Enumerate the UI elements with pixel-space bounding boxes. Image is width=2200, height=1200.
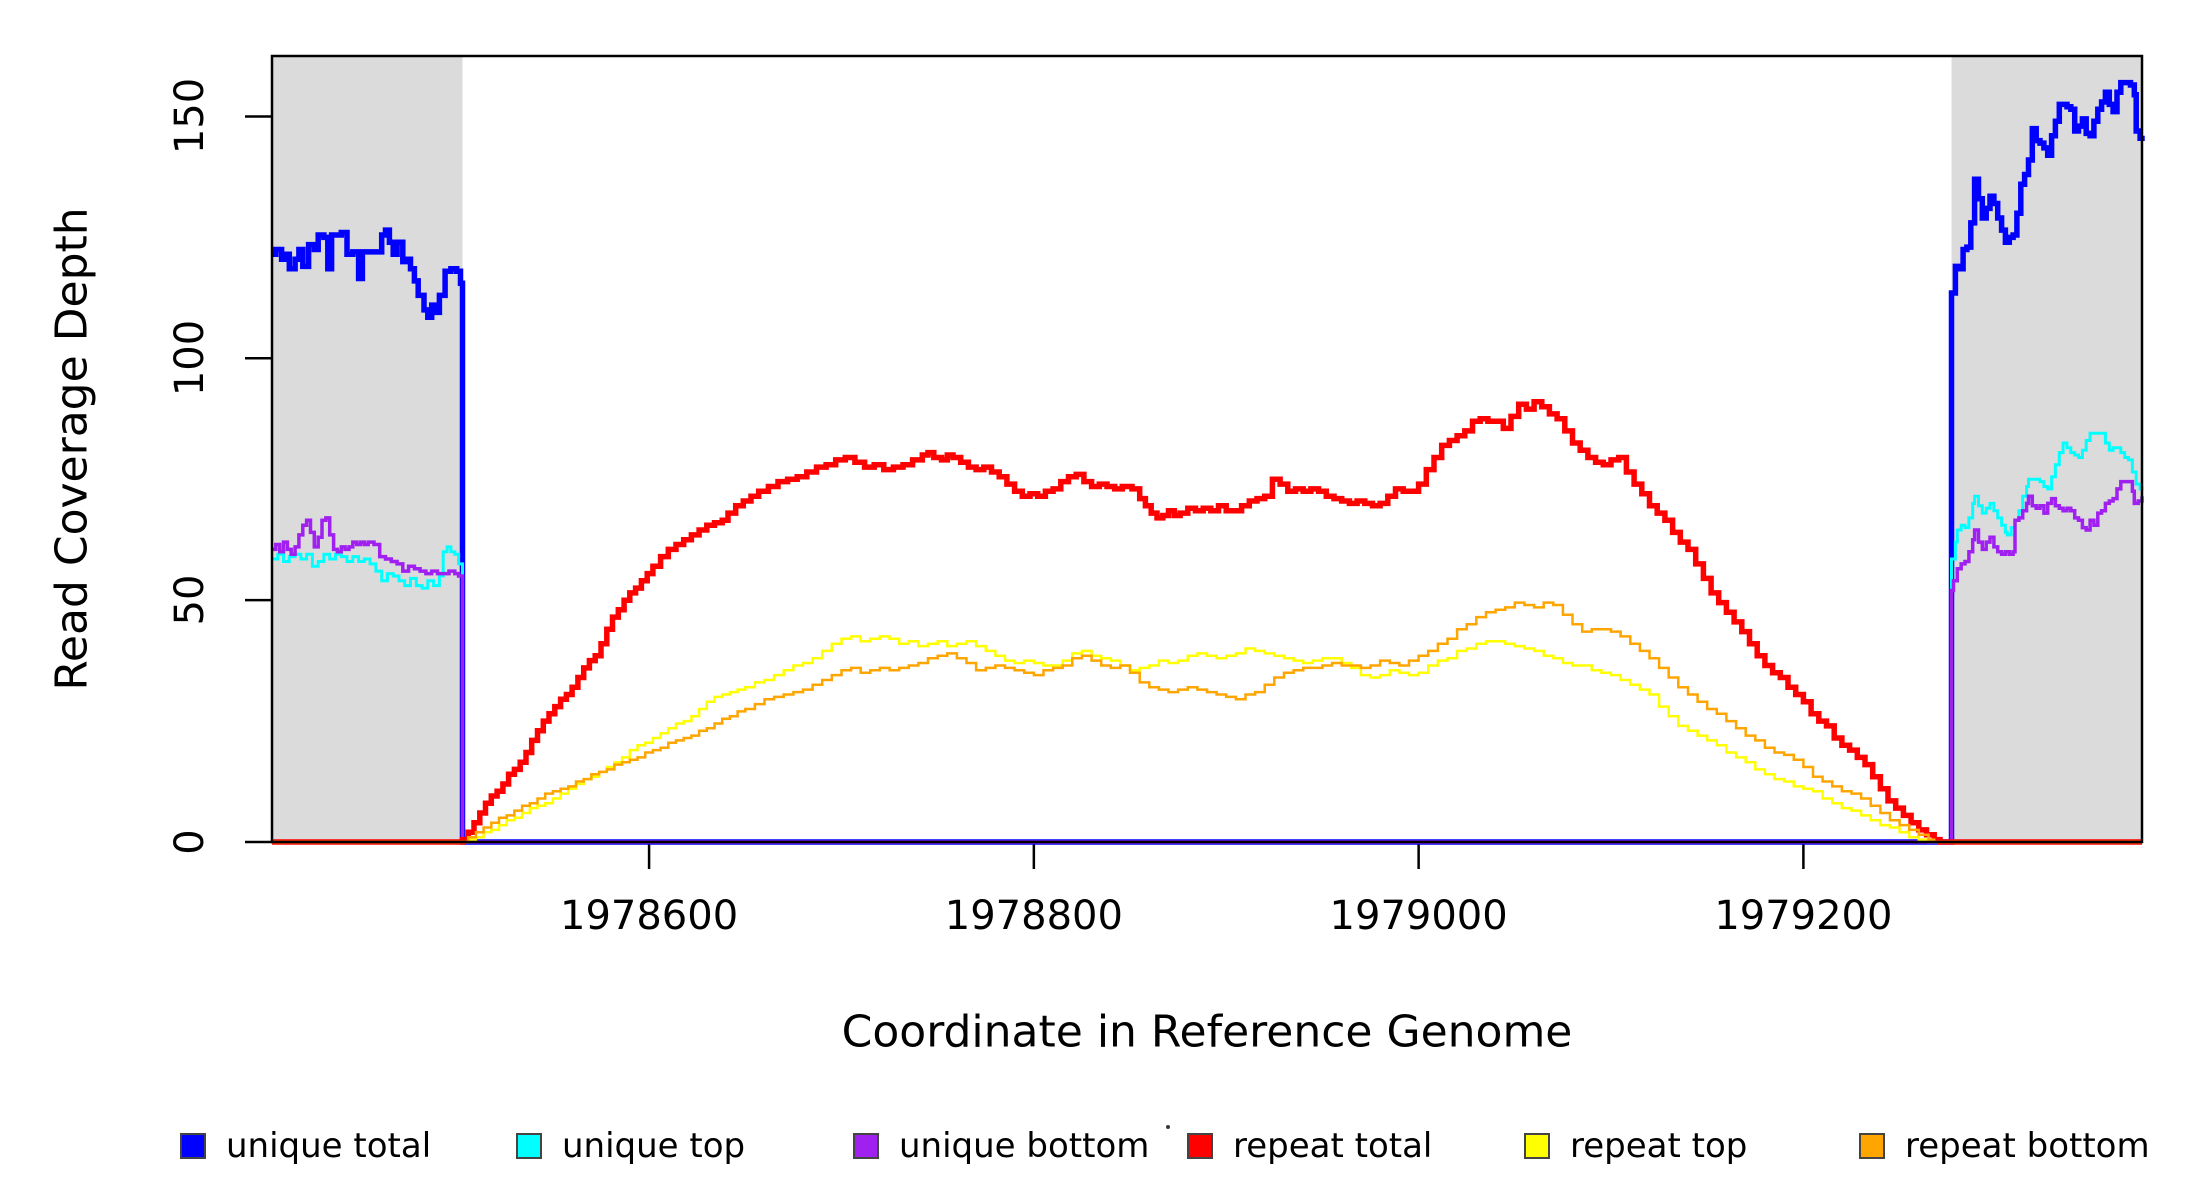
legend-swatch-icon [516, 1133, 542, 1159]
x-tick-label: 1979000 [1329, 893, 1508, 939]
stray-dot-mark [1166, 1125, 1170, 1129]
legend-item-repeat-top: repeat top [1524, 1126, 1747, 1166]
legend-label: unique bottom [899, 1126, 1150, 1166]
y-tick-label: 100 [167, 320, 213, 397]
series-repeat-top [272, 635, 2142, 844]
legend-item-repeat-bottom: repeat bottom [1859, 1126, 2150, 1166]
series-repeat-bottom [272, 601, 2142, 844]
series-repeat-total [272, 399, 2142, 845]
legend-item-unique-bottom: unique bottom [853, 1126, 1149, 1166]
shaded-region-left [272, 56, 463, 842]
legend-item-unique-total: unique total [180, 1126, 431, 1166]
legend-label: repeat total [1233, 1126, 1433, 1166]
y-tick-label: 0 [167, 829, 213, 855]
legend-label: unique top [562, 1126, 746, 1166]
y-axis-title: Read Coverage Depth [46, 207, 98, 691]
x-tick-label: 1978600 [560, 893, 739, 939]
series-unique-total [272, 79, 2145, 845]
legend-item-repeat-total: repeat total [1187, 1126, 1432, 1166]
x-axis-title: Coordinate in Reference Genome [841, 1006, 1573, 1058]
legend-label: repeat top [1570, 1126, 1748, 1166]
legend-swatch-icon [1859, 1133, 1885, 1159]
legend-swatch-icon [1524, 1133, 1550, 1159]
legend-item-unique-top: unique top [516, 1126, 745, 1166]
legend-swatch-icon [853, 1133, 879, 1159]
y-tick-label: 150 [167, 78, 213, 155]
y-tick-label: 50 [167, 574, 213, 626]
legend-swatch-icon [1187, 1133, 1213, 1159]
legend-label: unique total [226, 1126, 432, 1166]
legend-label: repeat bottom [1905, 1126, 2150, 1166]
legend-swatch-icon [180, 1133, 206, 1159]
x-tick-label: 1979200 [1714, 893, 1893, 939]
plot-frame [270, 54, 2144, 844]
x-tick-label: 1978800 [944, 893, 1123, 939]
series-unique-top [272, 431, 2144, 844]
series-unique-bottom [272, 479, 2144, 844]
